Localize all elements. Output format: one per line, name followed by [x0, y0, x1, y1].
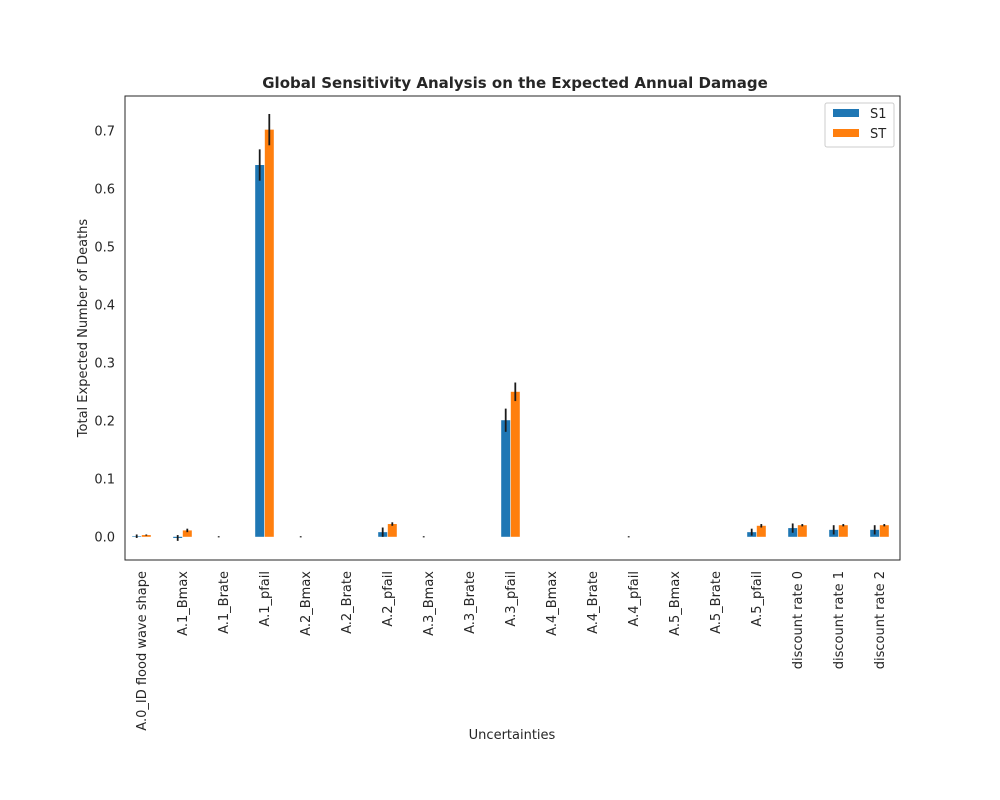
bar-st — [387, 524, 397, 537]
y-tick-label: 0.5 — [94, 240, 115, 255]
y-tick-label: 0.4 — [94, 298, 115, 313]
y-tick-label: 0.0 — [94, 530, 115, 545]
x-tick-label: A.1_Bmax — [176, 571, 191, 636]
x-axis-label: Uncertainties — [469, 728, 556, 743]
legend: S1 ST — [824, 102, 895, 148]
legend-swatch-st — [833, 129, 859, 137]
y-tick-label: 0.7 — [94, 124, 115, 139]
x-tick-label: A.2_pfail — [381, 571, 396, 627]
error-bars-group — [135, 113, 886, 541]
bar-st — [182, 530, 192, 537]
x-tick-label: A.2_Bmax — [299, 571, 314, 636]
legend-label-s1: S1 — [870, 107, 887, 122]
x-tick-label: A.4_Brate — [586, 571, 601, 634]
bar-s1 — [501, 420, 511, 537]
legend-label-st: ST — [870, 127, 886, 142]
x-tick-label: A.1_pfail — [258, 571, 273, 627]
legend-swatch-s1 — [833, 109, 859, 117]
x-tick-label: A.3_Brate — [463, 571, 478, 634]
x-tick-label: A.2_Brate — [340, 571, 355, 634]
x-tick-label: A.3_pfail — [504, 571, 519, 627]
x-tick-label: A.4_Bmax — [545, 571, 560, 636]
bar-st — [838, 525, 848, 537]
x-tick-label: A.5_Brate — [709, 571, 724, 634]
x-tick-label: A.5_Bmax — [668, 571, 683, 636]
bar-s1 — [255, 165, 265, 537]
y-axis: 0.0 0.1 0.2 0.3 0.4 0.5 0.6 0.7 — [94, 124, 115, 545]
bar-st — [879, 525, 889, 537]
x-tick-label: discount rate 0 — [791, 571, 806, 669]
y-tick-label: 0.2 — [94, 414, 115, 429]
x-tick-label: A.3_Bmax — [422, 571, 437, 636]
x-tick-label: discount rate 1 — [832, 571, 847, 669]
bar-st — [141, 535, 151, 537]
plot-area — [124, 95, 901, 561]
bar-st — [510, 391, 520, 537]
y-tick-label: 0.6 — [94, 182, 115, 197]
x-tick-label: A.0_ID flood wave shape — [135, 571, 150, 731]
chart-title: Global Sensitivity Analysis on the Expec… — [262, 74, 768, 92]
x-axis: A.0_ID flood wave shape A.1_Bmax A.1_Brate… — [135, 571, 888, 731]
x-tick-label: A.1_Brate — [217, 571, 232, 634]
x-tick-label: discount rate 2 — [873, 571, 888, 669]
y-tick-label: 0.3 — [94, 356, 115, 371]
bar-st — [797, 525, 807, 537]
x-tick-label: A.5_pfail — [750, 571, 765, 627]
x-tick-label: A.4_pfail — [627, 571, 642, 627]
bar-st — [264, 129, 274, 537]
y-tick-label: 0.1 — [94, 472, 115, 487]
y-axis-label: Total Expected Number of Deaths — [76, 219, 91, 439]
bars-group — [132, 129, 889, 538]
bar-st — [756, 525, 766, 537]
